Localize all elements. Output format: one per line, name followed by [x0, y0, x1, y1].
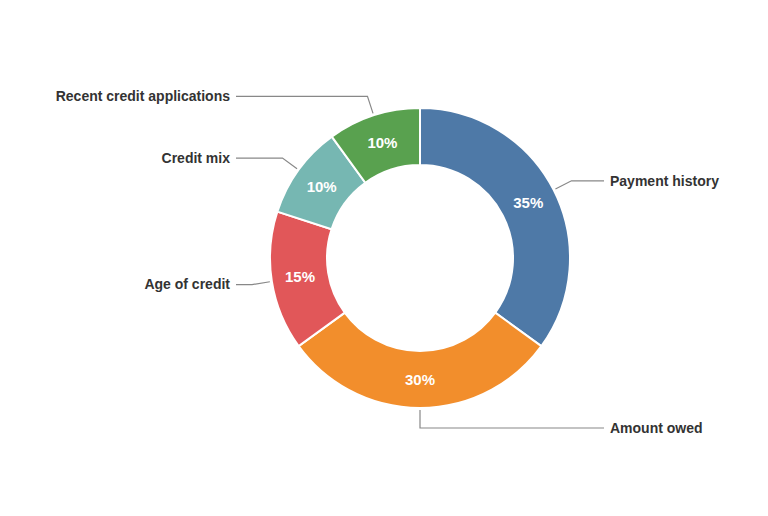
leader-line — [420, 410, 604, 428]
slice — [332, 108, 420, 183]
category-label: Age of credit — [144, 276, 230, 292]
slice — [420, 108, 570, 346]
category-label: Credit mix — [162, 150, 231, 166]
leader-lines — [236, 96, 604, 428]
chart: Payment history Amount owed Age of credit C… — [0, 0, 768, 516]
leader-line — [236, 158, 297, 169]
leader-line — [236, 96, 373, 113]
plot: Payment history Amount owed Age of credit C… — [56, 88, 719, 436]
data-label: 10% — [367, 134, 397, 151]
slice — [270, 212, 345, 347]
data-label: 10% — [307, 178, 337, 195]
category-label: Recent credit applications — [56, 88, 230, 104]
category-label: Amount owed — [610, 420, 703, 436]
data-labels: 35% 30% 15% 10% 10% — [285, 134, 543, 388]
leader-line — [236, 282, 270, 285]
slices — [270, 108, 570, 408]
category-labels: Payment history Amount owed Age of credit C… — [56, 88, 719, 436]
slice — [299, 313, 542, 408]
data-label: 35% — [513, 194, 543, 211]
data-label: 30% — [405, 371, 435, 388]
category-label: Payment history — [610, 173, 719, 189]
data-label: 15% — [285, 268, 315, 285]
leader-line — [555, 181, 604, 189]
